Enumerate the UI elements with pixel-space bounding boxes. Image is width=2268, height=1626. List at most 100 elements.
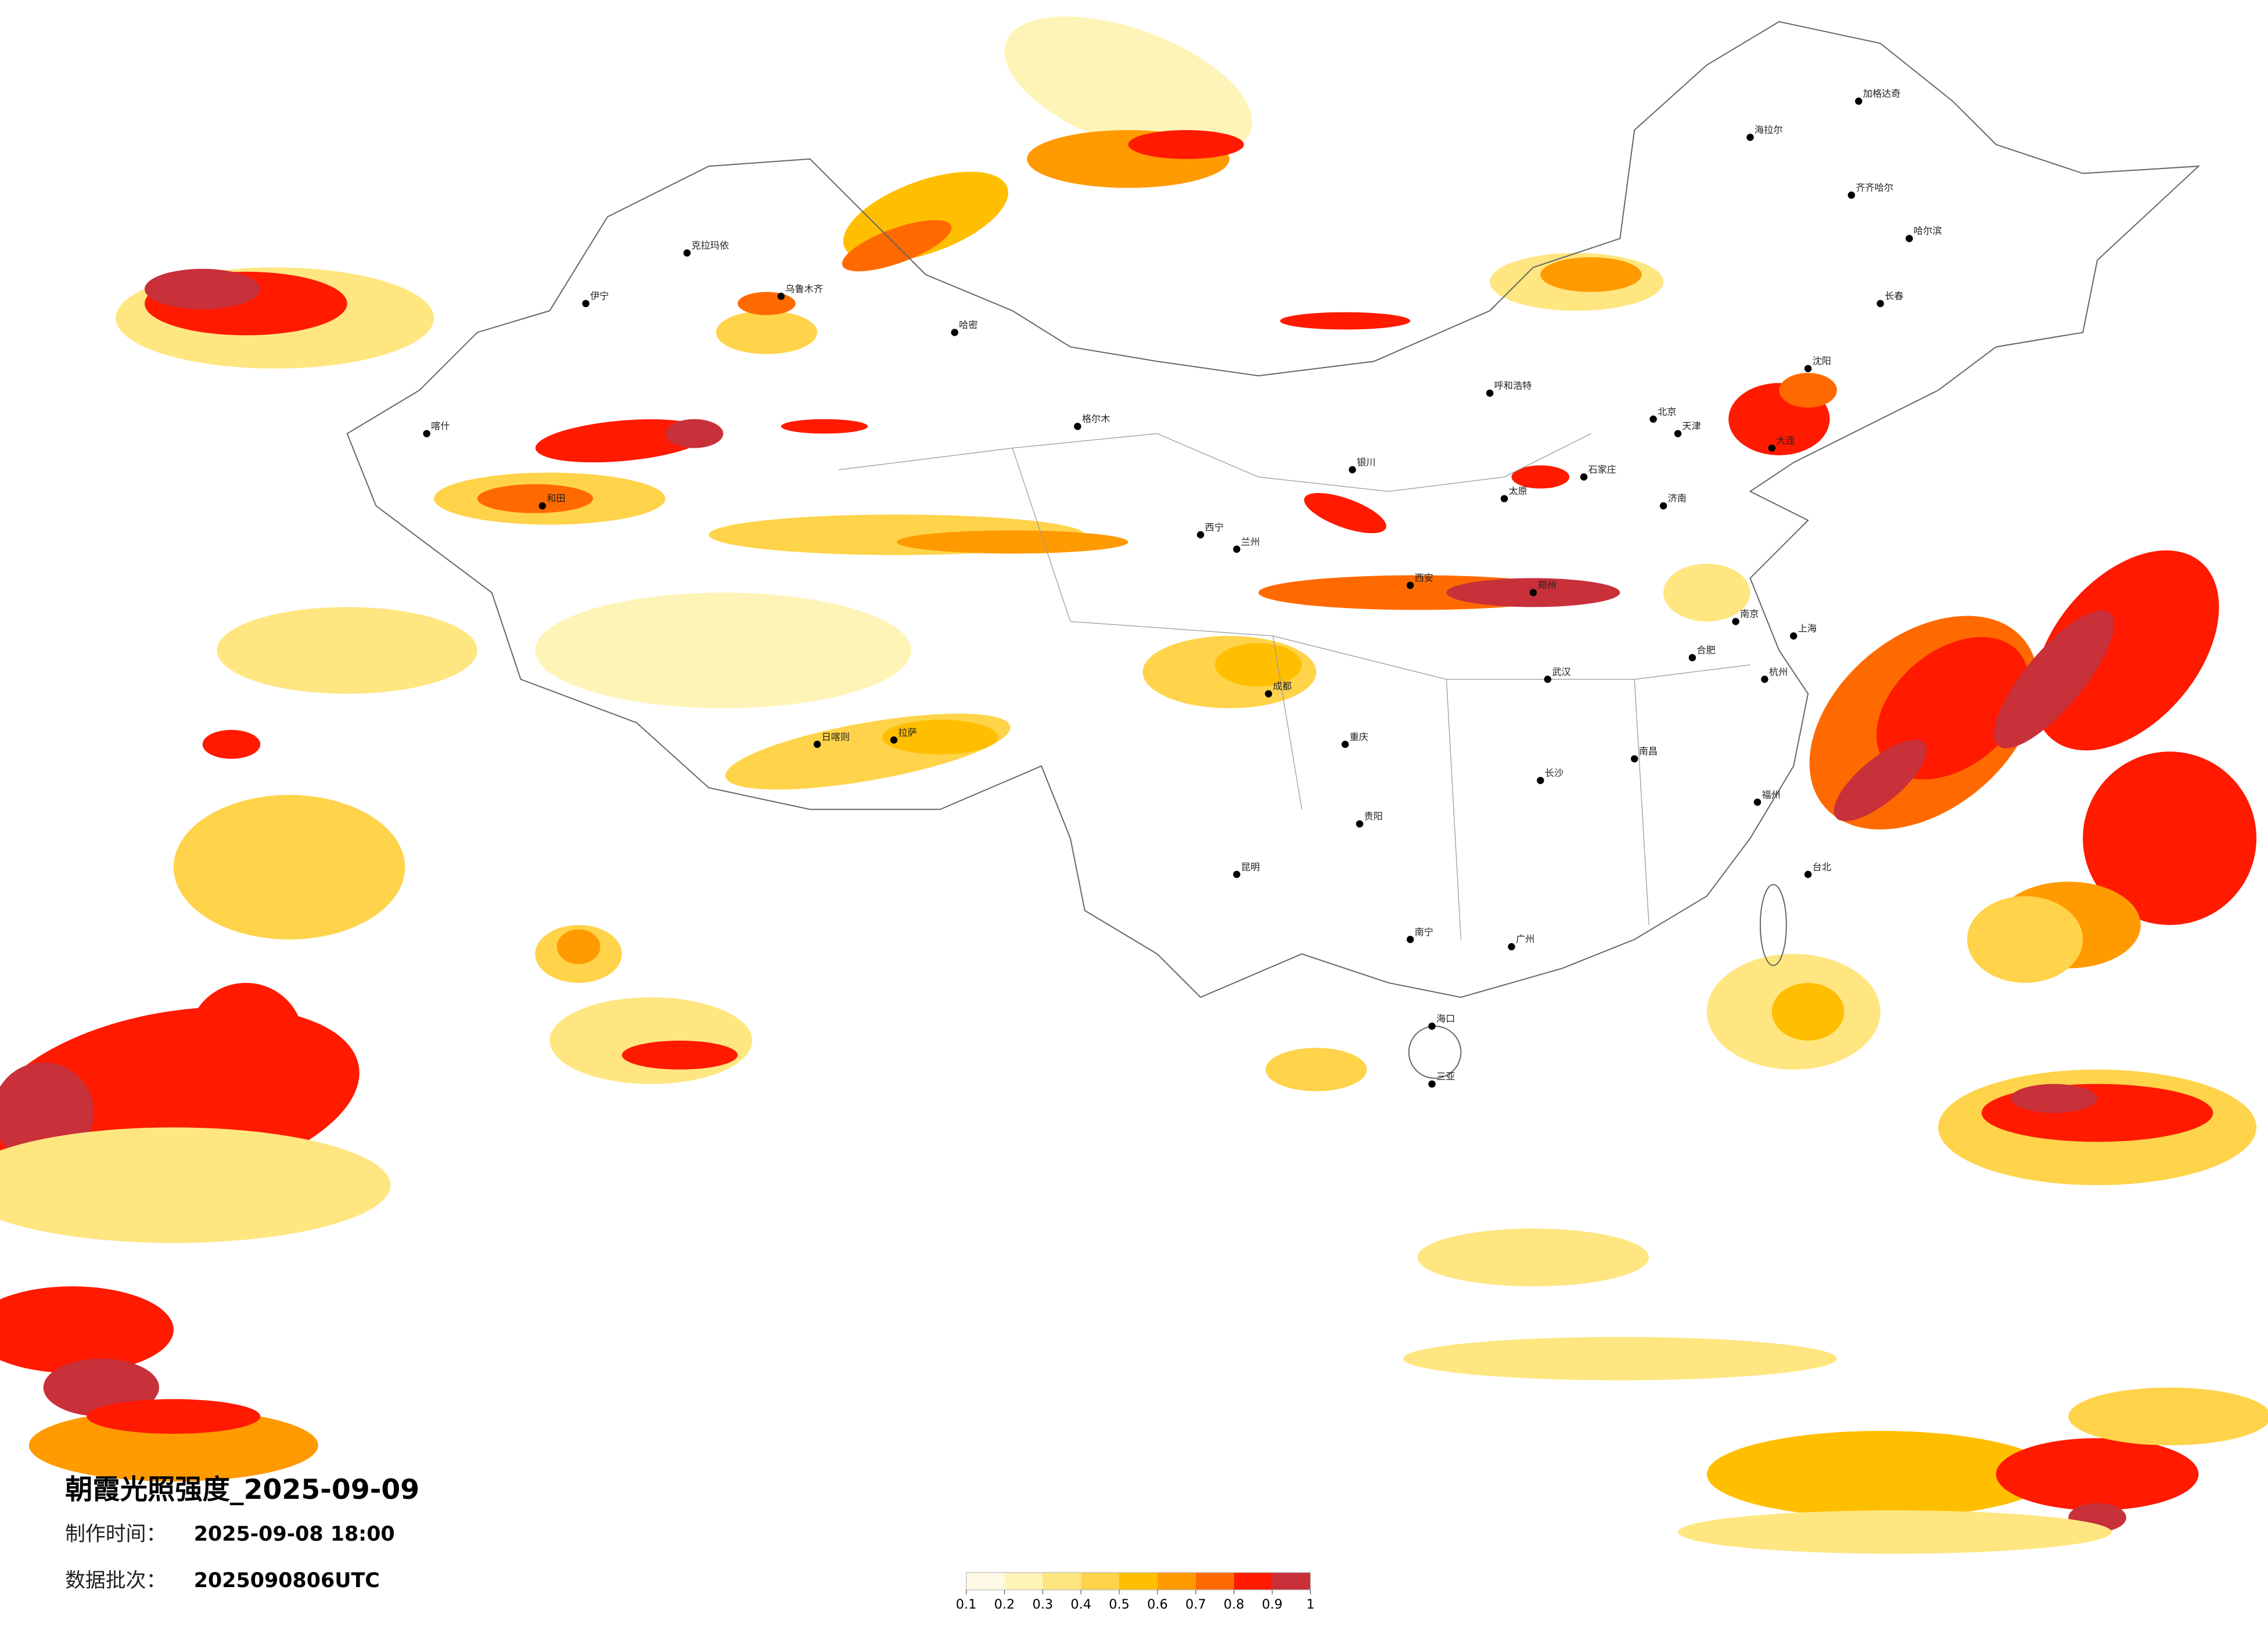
colorbar-cell [1081,1572,1120,1590]
intensity-area [738,292,796,315]
intensity-area [1540,257,1642,292]
city-label: 拉萨 [898,727,917,738]
title: 朝霞光照强度_2025-09-09 [65,1474,419,1506]
city-dot [1688,654,1696,661]
city-label: 大连 [1776,435,1795,446]
city-label: 齐齐哈尔 [1856,182,1893,193]
colorbar-cell [1195,1572,1234,1590]
intensity-area [87,1399,261,1434]
city-dot [1674,430,1682,437]
colorbar-tick-label: 1 [1306,1597,1314,1612]
intensity-area [1771,983,1845,1041]
city-label: 郑州 [1537,580,1556,591]
colorbar-cell [966,1572,1005,1590]
made-time: 2025-09-08 18:00 [194,1523,395,1546]
intensity-area [716,311,818,354]
city-label: 长沙 [1545,768,1563,779]
city-label: 台北 [1813,861,1831,872]
city-dot [1508,943,1515,951]
city-dot [1233,545,1241,553]
colorbar-tick-label: 0.1 [956,1597,977,1612]
city-dot [423,430,430,437]
city-dot [1804,870,1812,878]
intensity-area [145,268,261,310]
intensity-area [549,997,753,1084]
city-label: 成都 [1273,681,1292,692]
intensity-area [665,419,724,448]
city-label: 贵阳 [1364,811,1382,822]
city-dot [1428,1022,1436,1030]
intensity-area [1266,1048,1367,1092]
intensity-area [1280,312,1411,330]
colorbar-cell [1157,1572,1196,1590]
intensity-area [0,1286,174,1373]
city-label: 兰州 [1241,536,1260,547]
city-dot [1074,423,1081,430]
colorbar-tick-label: 0.4 [1070,1597,1091,1612]
intensity-area [1834,739,1927,822]
colorbar-cell [1119,1572,1158,1590]
city-dot [1406,936,1414,943]
colorbar-cell [1004,1572,1043,1590]
city-dot [1906,235,1913,242]
intensity-area [28,1409,318,1482]
intensity-area [1403,1337,1837,1380]
city-dot [582,300,590,307]
city-label: 沈阳 [1813,355,1831,366]
city-label: 上海 [1798,623,1817,634]
city-dot [1630,755,1638,762]
city-label: 克拉玛依 [691,240,729,251]
city-label: 杭州 [1769,666,1788,677]
intensity-area [2068,1387,2268,1445]
city-dot [1349,466,1356,474]
intensity-area [1677,1510,2112,1554]
batch-label: 数据批次： [65,1569,166,1592]
intensity-area [1214,643,1302,687]
city-label: 合肥 [1696,645,1715,656]
city-label: 哈尔滨 [1914,225,1942,236]
city-dot [813,740,821,748]
intensity-area [621,1041,738,1070]
colorbar-tick-label: 0.3 [1033,1597,1054,1612]
city-label: 海口 [1436,1013,1455,1024]
city-dot [1529,589,1537,596]
colorbar-cell [1234,1572,1273,1590]
city-dot [1854,98,1863,105]
city-dot [1761,675,1769,683]
city-label: 伊宁 [590,290,609,301]
city-dot [1753,798,1762,806]
province-border [839,433,1751,940]
city-dot [1580,473,1588,481]
intensity-area [173,794,405,940]
city-label: 重庆 [1350,731,1368,742]
city-dot [1341,740,1349,748]
city-label: 乌鲁木齐 [785,283,823,294]
city-dot [1537,776,1544,785]
intensity-area [202,729,261,759]
city-label: 太原 [1509,485,1527,497]
city-dot [1659,502,1667,510]
colorbar-tick-label: 0.8 [1224,1597,1245,1612]
city-label: 格尔木 [1082,413,1110,425]
city-dot [777,293,785,300]
intensity-area [1706,1431,2054,1518]
city-dot [1233,870,1241,878]
city-dot [1196,531,1205,539]
city-dot [1264,690,1273,697]
city-label: 天津 [1682,420,1701,431]
intensity-area [477,484,594,513]
city-label: 长春 [1885,290,1903,301]
intensity-area [535,592,911,708]
city-dot [1428,1080,1436,1088]
batch: 2025090806UTC [194,1569,380,1592]
country-border [346,21,2201,998]
city-dot [1789,632,1798,640]
city-dot [890,736,898,744]
city-label: 南昌 [1639,746,1658,757]
intensity-area [2010,1084,2098,1113]
colorbar-tick-label: 0.2 [994,1597,1015,1612]
city-label: 南宁 [1415,926,1433,937]
city-dot [1649,415,1657,423]
